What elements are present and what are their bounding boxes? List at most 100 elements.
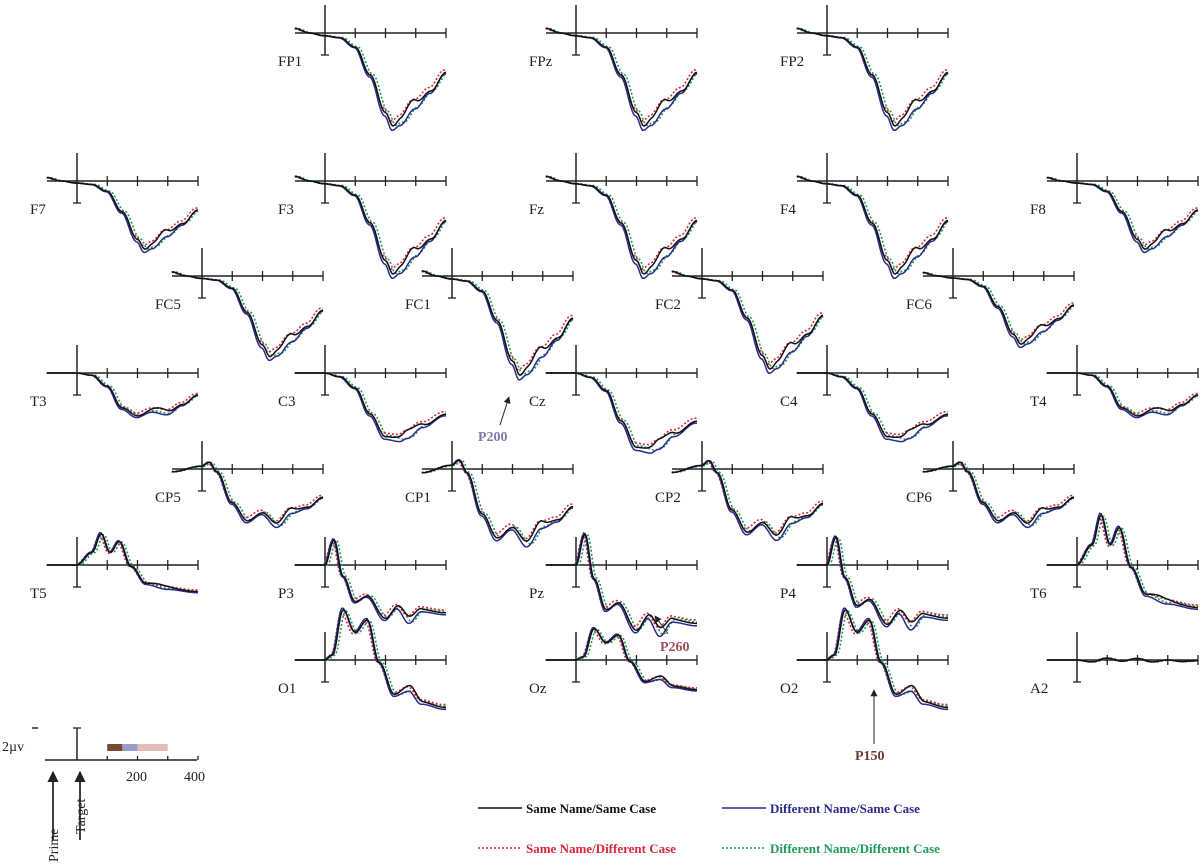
electrode-label: Pz xyxy=(529,586,544,602)
electrode-label: FC5 xyxy=(155,297,181,313)
amplitude-label: 2µv xyxy=(2,740,24,755)
waveform-same-name-same-case xyxy=(545,372,698,449)
waveform-same-name-different-case xyxy=(171,461,323,522)
waveform-different-name-same-case xyxy=(796,175,949,280)
waveform-different-name-same-case xyxy=(294,372,446,443)
waveform-same-name-same-case xyxy=(294,27,447,127)
waveform-different-name-different-case xyxy=(294,175,447,275)
electrode-panel-f8: F8 xyxy=(1030,153,1199,254)
waveform-same-name-different-case xyxy=(671,460,823,534)
electrode-panel-cp6: CP6 xyxy=(906,441,1075,529)
waveform-same-name-different-case xyxy=(796,537,948,623)
electrode-panel-f3: F3 xyxy=(278,153,447,280)
waveform-same-name-same-case xyxy=(294,175,447,275)
waveform-different-name-same-case xyxy=(294,538,446,625)
waveform-same-name-same-case xyxy=(1046,513,1198,609)
waveform-same-name-different-case xyxy=(294,540,446,618)
waveform-same-name-same-case xyxy=(294,538,446,620)
waveform-same-name-same-case xyxy=(171,461,324,524)
annotation-arrow xyxy=(499,396,511,426)
waveform-different-name-different-case xyxy=(796,175,949,275)
electrode-label: C3 xyxy=(278,394,296,410)
waveform-same-name-different-case xyxy=(796,27,948,122)
electrode-label: T6 xyxy=(1030,586,1047,602)
waveform-different-name-same-case xyxy=(796,27,948,132)
waveform-different-name-same-case xyxy=(796,372,948,443)
waveform-same-name-same-case xyxy=(294,372,447,439)
scale-bar-panel: 2µv 200 400 Prime Target xyxy=(2,727,205,862)
waveform-same-name-different-case xyxy=(294,175,446,270)
waveform-same-name-same-case xyxy=(1046,372,1199,417)
electrode-label: Cz xyxy=(529,394,546,410)
annotation-label: P150 xyxy=(855,749,885,764)
electrode-label: FP1 xyxy=(278,54,302,70)
waveform-same-name-same-case xyxy=(671,270,824,370)
waveform-same-name-same-case xyxy=(922,271,1075,346)
analysis-window-3 xyxy=(137,744,168,751)
waveform-same-name-different-case xyxy=(796,175,948,270)
waveform-same-name-same-case xyxy=(1046,657,1198,663)
waveform-same-name-different-case xyxy=(796,372,948,436)
electrode-label: F4 xyxy=(780,202,796,218)
waveform-different-name-different-case xyxy=(294,372,447,441)
electrode-panel-fp1: FP1 xyxy=(278,5,447,132)
waveform-same-name-same-case xyxy=(545,627,697,691)
waveform-different-name-different-case xyxy=(671,270,824,370)
electrode-panel-fc2: FC2 xyxy=(655,248,824,375)
electrode-panel-f7: F7 xyxy=(30,153,199,254)
waveform-same-name-same-case xyxy=(796,372,949,439)
waveform-same-name-same-case xyxy=(796,175,949,275)
tick-label-200: 200 xyxy=(126,770,147,785)
electrode-panel-cp2: CP2 xyxy=(655,441,824,542)
electrode-panel-t5: T5 xyxy=(30,531,199,602)
electrode-panel-c4: C4 xyxy=(780,345,949,443)
waveform-different-name-same-case xyxy=(1046,512,1198,610)
waveform-same-name-different-case xyxy=(421,270,573,371)
waveform-same-name-different-case xyxy=(545,534,697,629)
legend: Same Name/Same Case Different Name/Same C… xyxy=(478,801,940,856)
waveform-same-name-same-case xyxy=(1046,176,1199,251)
electrode-label: CP1 xyxy=(405,490,431,506)
analysis-window-2 xyxy=(122,744,138,751)
waveform-same-name-same-case xyxy=(796,535,948,626)
waveform-same-name-same-case xyxy=(46,372,199,417)
legend-label: Same Name/Same Case xyxy=(526,801,656,816)
electrode-label: O2 xyxy=(780,681,798,697)
electrode-label: CP2 xyxy=(655,490,681,506)
electrode-panel-p4: P4 xyxy=(780,535,949,631)
electrode-panel-pz: Pz xyxy=(529,532,698,638)
electrode-label: CP5 xyxy=(155,490,181,506)
electrode-label: CP6 xyxy=(906,490,932,506)
prime-label: Prime xyxy=(47,829,62,862)
electrode-panel-t4: T4 xyxy=(1030,345,1199,419)
electrode-label: O1 xyxy=(278,681,296,697)
electrode-label: P4 xyxy=(780,586,796,602)
electrode-panel-fc6: FC6 xyxy=(906,248,1075,349)
electrode-label: F8 xyxy=(1030,202,1046,218)
electrode-panel-t3: T3 xyxy=(30,345,199,419)
waveform-different-name-same-case xyxy=(1046,176,1199,254)
waveform-different-name-different-case xyxy=(545,175,698,275)
waveform-same-name-different-case xyxy=(294,27,446,122)
electrode-panel-cp5: CP5 xyxy=(155,441,324,529)
waveform-different-name-different-case xyxy=(294,27,447,127)
legend-label: Same Name/Different Case xyxy=(526,841,676,856)
electrode-label: FC6 xyxy=(906,297,932,313)
electrode-label: FP2 xyxy=(780,54,804,70)
annotation-arrow xyxy=(654,615,669,635)
electrode-label: FC2 xyxy=(655,297,681,313)
legend-label: Different Name/Same Case xyxy=(770,801,920,816)
waveform-same-name-same-case xyxy=(545,175,698,275)
waveform-same-name-same-case xyxy=(796,609,948,709)
annotation-label: P260 xyxy=(660,640,690,655)
electrode-panel-o1: O1 xyxy=(278,607,447,711)
waveform-same-name-different-case xyxy=(671,270,823,365)
electrode-panel-fpz: FPz xyxy=(529,5,698,132)
waveform-same-name-same-case xyxy=(171,271,324,358)
electrode-label: T3 xyxy=(30,394,47,410)
waveform-same-name-same-case xyxy=(796,27,949,127)
waveform-different-name-different-case xyxy=(421,459,574,545)
waveform-different-name-same-case xyxy=(796,607,948,711)
waveform-different-name-different-case xyxy=(796,372,949,441)
